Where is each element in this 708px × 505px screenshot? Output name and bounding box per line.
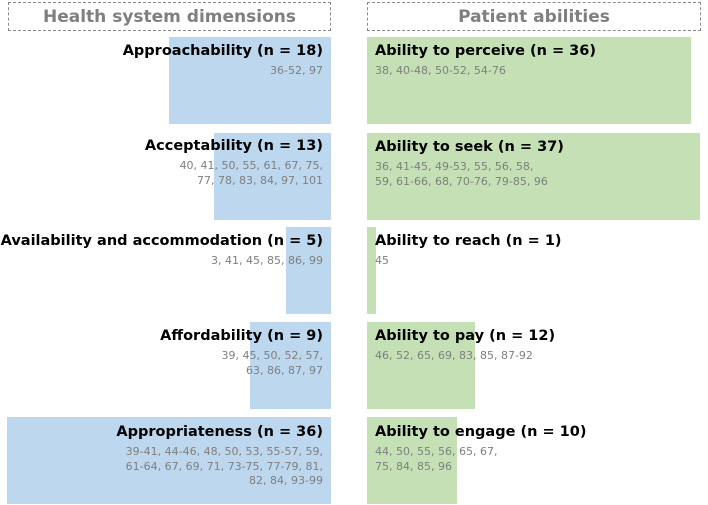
perceive-block: Ability to perceive (n = 36) 38, 40-48, … [375, 42, 596, 79]
reach-label: Ability to reach (n = 1) [375, 233, 562, 249]
acceptability-refs: 40, 41, 50, 55, 61, 67, 75, 77, 78, 83, … [179, 159, 323, 187]
approachability-block: Approachability (n = 18) 36-52, 97 [123, 42, 323, 79]
affordability-bar [250, 322, 331, 409]
seek-block: Ability to seek (n = 37) 36, 41-45, 49-5… [375, 138, 564, 189]
perceive-refs: 38, 40-48, 50-52, 54-76 [375, 64, 506, 77]
appropriateness-block: Appropriateness (n = 36) 39-41, 44-46, 4… [116, 423, 323, 489]
acceptability-bar [214, 133, 331, 220]
seek-label: Ability to seek (n = 37) [375, 139, 564, 155]
reach-block: Ability to reach (n = 1) 45 [375, 232, 562, 269]
engage-refs: 44, 50, 55, 56, 65, 67, 75, 84, 85, 96 [375, 445, 498, 473]
approachability-bar [169, 37, 331, 124]
engage-label: Ability to engage (n = 10) [375, 424, 587, 440]
patient-abilities-header: Patient abilities [367, 2, 701, 31]
reach-refs: 45 [375, 254, 389, 267]
seek-bar [367, 133, 700, 220]
acceptability-block: Acceptability (n = 13) 40, 41, 50, 55, 6… [145, 137, 323, 188]
engage-block: Ability to engage (n = 10) 44, 50, 55, 5… [375, 423, 586, 474]
appropriateness-refs: 39-41, 44-46, 48, 50, 53, 55-57, 59, 61-… [125, 445, 323, 487]
perceive-label: Ability to perceive (n = 36) [375, 43, 596, 59]
affordability-block: Affordability (n = 9) 39, 45, 50, 52, 57… [160, 327, 323, 378]
availability-bar [286, 227, 331, 314]
reach-bar [367, 227, 376, 314]
health-system-header: Health system dimensions [8, 2, 331, 31]
affordability-refs: 39, 45, 50, 52, 57, 63, 86, 87, 97 [221, 349, 323, 377]
perceive-bar [367, 37, 691, 124]
pay-refs: 46, 52, 65, 69, 83, 85, 87-92 [375, 349, 533, 362]
appropriateness-label: Appropriateness (n = 36) [116, 424, 323, 440]
approachability-refs: 36-52, 97 [270, 64, 323, 77]
approachability-label: Approachability (n = 18) [122, 43, 323, 59]
pay-bar [367, 322, 475, 409]
appropriateness-bar [7, 417, 331, 504]
availability-label: Availability and accommodation (n = 5) [0, 233, 323, 249]
pay-block: Ability to pay (n = 12) 46, 52, 65, 69, … [375, 327, 555, 364]
availability-refs: 3, 41, 45, 85, 86, 99 [211, 254, 323, 267]
affordability-label: Affordability (n = 9) [160, 328, 323, 344]
availability-block: Availability and accommodation (n = 5) 3… [1, 232, 323, 269]
acceptability-label: Acceptability (n = 13) [144, 138, 323, 154]
seek-refs: 36, 41-45, 49-53, 55, 56, 58, 59, 61-66,… [375, 160, 548, 188]
pay-label: Ability to pay (n = 12) [375, 328, 556, 344]
engage-bar [367, 417, 457, 504]
